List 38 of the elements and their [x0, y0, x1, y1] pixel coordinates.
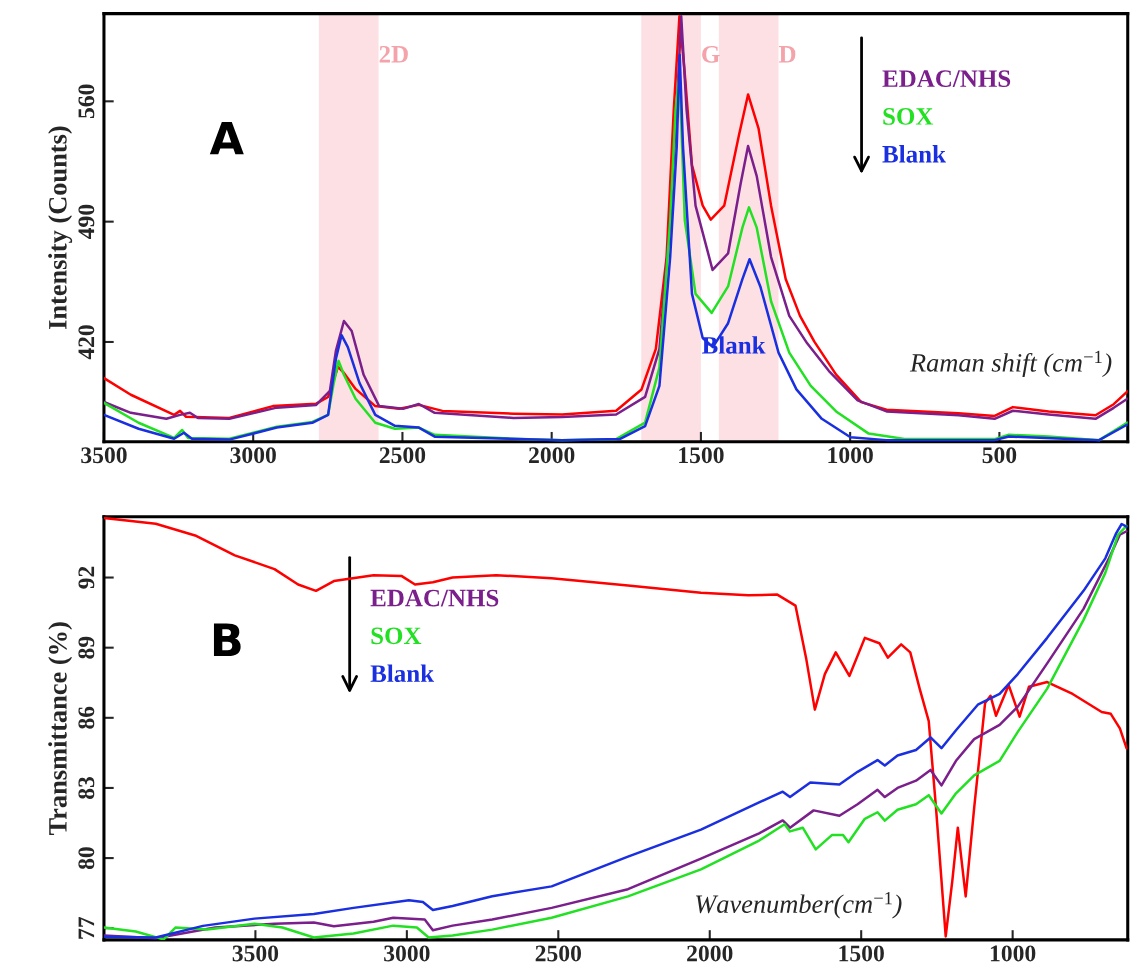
x-tick-label: 1500	[679, 447, 724, 464]
y-tick-label: 80	[78, 847, 95, 870]
text: SOX	[883, 108, 934, 125]
text: EDAC/NHS	[370, 589, 499, 607]
y-tick-label: 83	[78, 776, 95, 799]
x-tick-label: 1000	[828, 447, 873, 464]
annotation: Blank	[702, 336, 766, 354]
x-tick-label: 3500	[81, 447, 127, 464]
x-tick-label: 3500	[232, 945, 279, 962]
x-tick-label: 2000	[687, 945, 733, 962]
text: EDAC/NHS	[882, 70, 1011, 88]
x-axis-title: Raman shift (cm$^{−1}$)	[909, 350, 1112, 378]
y-tick-label: 560	[78, 84, 95, 119]
band-label: G	[702, 45, 720, 63]
x-tick-label: 1500	[839, 945, 884, 962]
y-tick-label: 89	[78, 636, 95, 659]
band-label: D	[778, 46, 796, 63]
x-tick-label: 3000	[230, 447, 276, 464]
annotation: B	[213, 623, 241, 656]
x-tick-label: 2500	[535, 945, 582, 962]
annotation: A	[209, 121, 244, 155]
x-tick-label: 500	[982, 447, 1017, 464]
text: Blank	[370, 664, 435, 683]
x-tick-label: 1000	[990, 945, 1036, 962]
y-axis-title: Intensity (Counts)	[48, 126, 73, 330]
x-tick-label: 3000	[384, 945, 430, 962]
x-axis-title: Wavenumber(cm$^{−1}$)	[696, 892, 902, 919]
y-tick-label: 420	[78, 325, 95, 360]
y-tick-label: 86	[78, 706, 95, 729]
y-axis-title: Transmittance (%)	[48, 622, 73, 836]
y-tick-label: 490	[78, 204, 95, 240]
x-tick-label: 2500	[379, 447, 426, 464]
y-tick-label: 92	[78, 566, 95, 589]
x-tick-label: 2000	[529, 447, 575, 464]
text: Blank	[882, 145, 946, 163]
band-label: 2D	[379, 45, 408, 63]
y-tick-label: 77	[78, 916, 95, 939]
text: SOX	[371, 627, 422, 645]
